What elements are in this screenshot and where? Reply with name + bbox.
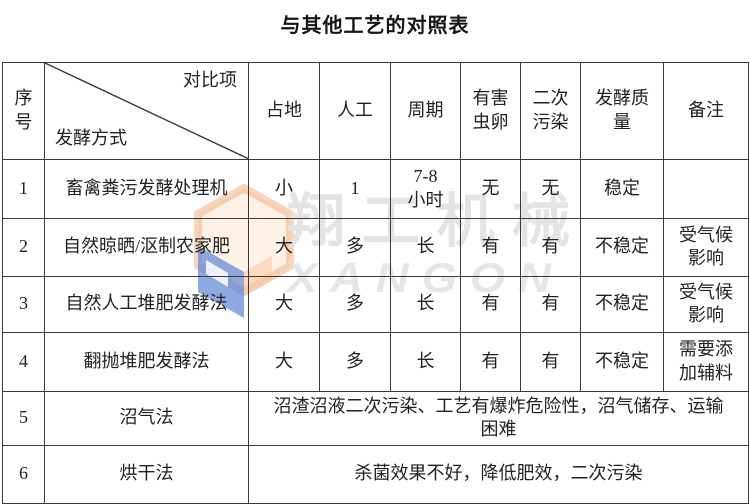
header-cycle: 周期 <box>390 62 461 160</box>
cell-method: 畜禽粪污发酵处理机 <box>44 158 249 219</box>
cell-serial: 4 <box>2 331 45 392</box>
cell-remarks: 受气候 影响 <box>663 217 749 277</box>
cell-merged-note: 沼渣沼液二次污染、工艺有爆炸危险性，沼气储存、运输 困难 <box>248 390 749 446</box>
cell-pollution: 无 <box>520 158 581 219</box>
header-remarks: 备注 <box>663 62 749 160</box>
diagonal-divider <box>45 63 248 159</box>
cell-serial: 3 <box>2 275 45 333</box>
header-ferment-method: 发酵方式 <box>55 128 127 149</box>
cell-pests: 有 <box>460 217 521 277</box>
cell-method: 沼气法 <box>44 390 249 446</box>
table-row: 6 烘干法 杀菌效果不好，降低肥效，二次污染 <box>2 444 749 504</box>
page-title: 与其他工艺的对照表 <box>280 15 470 37</box>
cell-method: 烘干法 <box>44 444 249 504</box>
cell-pests: 无 <box>460 158 521 219</box>
cell-labor: 多 <box>319 275 391 333</box>
cell-merged-note: 杀菌效果不好，降低肥效，二次污染 <box>248 444 749 504</box>
cell-pests: 有 <box>460 331 521 392</box>
cell-land: 小 <box>248 158 320 219</box>
cell-serial: 5 <box>2 390 45 446</box>
cell-quality: 稳定 <box>580 158 664 219</box>
cell-land: 大 <box>248 275 320 333</box>
table-row: 1 畜禽粪污发酵处理机 小 1 7-8 小时 无 无 稳定 <box>2 158 749 219</box>
cell-pollution: 有 <box>520 217 581 277</box>
header-pests: 有害 虫卵 <box>460 62 521 160</box>
cell-cycle: 7-8 小时 <box>390 158 461 219</box>
cell-quality: 不稳定 <box>580 275 664 333</box>
header-diagonal-cell: 对比项 发酵方式 <box>44 62 249 160</box>
process-comparison-table: 序 号 对比项 发酵方式 占地 人工 周期 有害 虫卵 二次 污染 发酵质 量 … <box>2 62 749 504</box>
cell-pollution: 有 <box>520 331 581 392</box>
table-row: 4 翻抛堆肥发酵法 大 多 长 有 有 不稳定 需要添 加辅料 <box>2 331 749 392</box>
header-serial: 序 号 <box>2 62 45 160</box>
cell-cycle: 长 <box>390 331 461 392</box>
cell-serial: 6 <box>2 444 45 504</box>
header-compare-item: 对比项 <box>183 70 237 90</box>
cell-cycle: 长 <box>390 217 461 277</box>
cell-serial: 1 <box>2 158 45 219</box>
header-pollution: 二次 污染 <box>520 62 581 160</box>
cell-remarks <box>663 158 749 219</box>
cell-labor: 多 <box>319 331 391 392</box>
header-labor: 人工 <box>319 62 391 160</box>
cell-method: 翻抛堆肥发酵法 <box>44 331 249 392</box>
table-header-row: 序 号 对比项 发酵方式 占地 人工 周期 有害 虫卵 二次 污染 发酵质 量 … <box>2 62 749 160</box>
cell-quality: 不稳定 <box>580 331 664 392</box>
cell-quality: 不稳定 <box>580 217 664 277</box>
cell-method: 自然人工堆肥发酵法 <box>44 275 249 333</box>
table-row: 3 自然人工堆肥发酵法 大 多 长 有 有 不稳定 受气候 影响 <box>2 275 749 333</box>
cell-pollution: 有 <box>520 275 581 333</box>
cell-remarks: 需要添 加辅料 <box>663 331 749 392</box>
table-row: 5 沼气法 沼渣沼液二次污染、工艺有爆炸危险性，沼气储存、运输 困难 <box>2 390 749 446</box>
cell-land: 大 <box>248 331 320 392</box>
cell-method: 自然晾晒/沤制农家肥 <box>44 217 249 277</box>
cell-labor: 多 <box>319 217 391 277</box>
table-row: 2 自然晾晒/沤制农家肥 大 多 长 有 有 不稳定 受气候 影响 <box>2 217 749 277</box>
cell-labor: 1 <box>319 158 391 219</box>
cell-pests: 有 <box>460 275 521 333</box>
cell-serial: 2 <box>2 217 45 277</box>
cell-remarks: 受气候 影响 <box>663 275 749 333</box>
cell-cycle: 长 <box>390 275 461 333</box>
cell-land: 大 <box>248 217 320 277</box>
header-quality: 发酵质 量 <box>580 62 664 160</box>
header-land: 占地 <box>248 62 320 160</box>
